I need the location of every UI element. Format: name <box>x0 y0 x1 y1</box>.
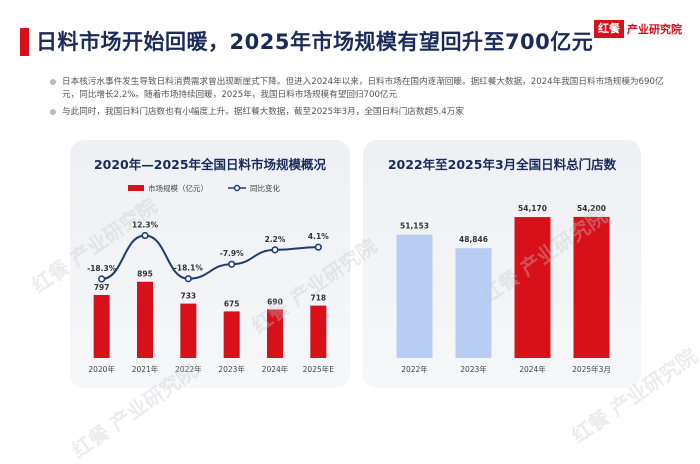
store-count-chart-panel: 2022年至2025年3月全国日料总门店数 51,153 2022年 48,846 2… <box>363 140 641 388</box>
x-tick-label: 2023年 <box>218 364 245 374</box>
point-label-yoy: -7.9% <box>220 249 244 258</box>
bar-label-market-size: 718 <box>311 294 327 303</box>
bar-store-count <box>573 216 610 358</box>
x-tick-label: 2025年3月 <box>572 364 611 374</box>
bar-market-size <box>137 281 153 358</box>
brand-logo: 红餐 产业研究院 <box>594 19 682 39</box>
bullet-item: 与此同时，我国日料门店数也有小幅度上升。据红餐大数据，截至2025年3月，全国日… <box>50 106 670 119</box>
bar-label-market-size: 690 <box>267 297 283 306</box>
page-title: 日料市场开始回暖，2025年市场规模有望回升至700亿元 <box>36 30 594 54</box>
bar-label-store-count: 54,200 <box>577 204 606 213</box>
bar-label-market-size: 733 <box>181 292 197 301</box>
bar-label-store-count: 54,170 <box>518 204 547 213</box>
point-yoy <box>184 275 192 283</box>
x-tick-label: 2022年 <box>175 364 202 374</box>
point-label-yoy: 2.2% <box>265 235 286 244</box>
bar-market-size <box>93 294 110 358</box>
bar-label-market-size: 797 <box>94 283 110 292</box>
brand-name: 产业研究院 <box>627 23 682 36</box>
x-tick-label: 2020年 <box>88 364 115 374</box>
bullet-item: 日本核污水事件发生导致日料消费需求曾出现断崖式下降。但进入2024年以来，日料市… <box>50 76 670 102</box>
bar-store-count <box>455 248 492 358</box>
point-label-yoy: 4.1% <box>308 232 329 241</box>
market-size-chart: 市场规模（亿元） 同比变化 797 2020年 895 2021年 733 2022年 675 2… <box>87 183 335 374</box>
x-tick-label: 2025年E <box>303 364 335 374</box>
line-yoy <box>101 234 319 280</box>
bar-market-size <box>223 311 240 358</box>
bar-label-market-size: 675 <box>224 299 240 308</box>
bar-market-size <box>310 305 327 358</box>
x-tick-label: 2024年 <box>262 364 289 374</box>
bar-market-size <box>180 303 197 358</box>
point-yoy <box>98 275 106 283</box>
title-accent-bar <box>20 28 29 56</box>
x-tick-label: 2021年 <box>132 364 159 374</box>
brand-badge: 红餐 <box>594 20 624 38</box>
point-label-yoy: -18.1% <box>174 264 204 273</box>
market-size-chart-panel: 2020年—2025年全国日料市场规模概况 市场规模（亿元） 同比变化 797 202… <box>70 140 350 388</box>
point-label-yoy: -18.3% <box>87 264 117 273</box>
legend-label-market-size: 市场规模（亿元） <box>148 183 208 193</box>
chart-legend: 市场规模（亿元） 同比变化 <box>128 183 280 193</box>
x-tick-label: 2022年 <box>401 364 428 374</box>
point-yoy <box>314 243 322 251</box>
point-yoy <box>141 231 149 240</box>
legend-label-yoy: 同比变化 <box>250 183 280 193</box>
legend-marker-yoy <box>233 184 241 192</box>
bar-label-store-count: 51,153 <box>400 222 429 231</box>
x-tick-label: 2024年 <box>519 364 546 374</box>
point-label-yoy: 12.3% <box>132 221 159 230</box>
store-count-chart-title: 2022年至2025年3月全国日料总门店数 <box>387 157 617 172</box>
bar-store-count <box>396 234 433 358</box>
bar-market-size <box>267 309 283 358</box>
store-count-chart: 51,153 2022年 48,846 2023年 54,170 2024年 54,200 2… <box>396 204 611 374</box>
bar-label-store-count: 48,846 <box>459 235 488 244</box>
bar-label-market-size: 895 <box>137 270 153 279</box>
summary-bullets: 日本核污水事件发生导致日料消费需求曾出现断崖式下降。但进入2024年以来，日料市… <box>50 76 670 123</box>
legend-swatch-market-size <box>128 185 144 191</box>
x-tick-label: 2023年 <box>460 364 487 374</box>
point-yoy <box>271 246 279 254</box>
bar-store-count <box>514 217 551 358</box>
point-yoy <box>228 260 236 268</box>
market-size-chart-title: 2020年—2025年全国日料市场规模概况 <box>93 157 327 172</box>
